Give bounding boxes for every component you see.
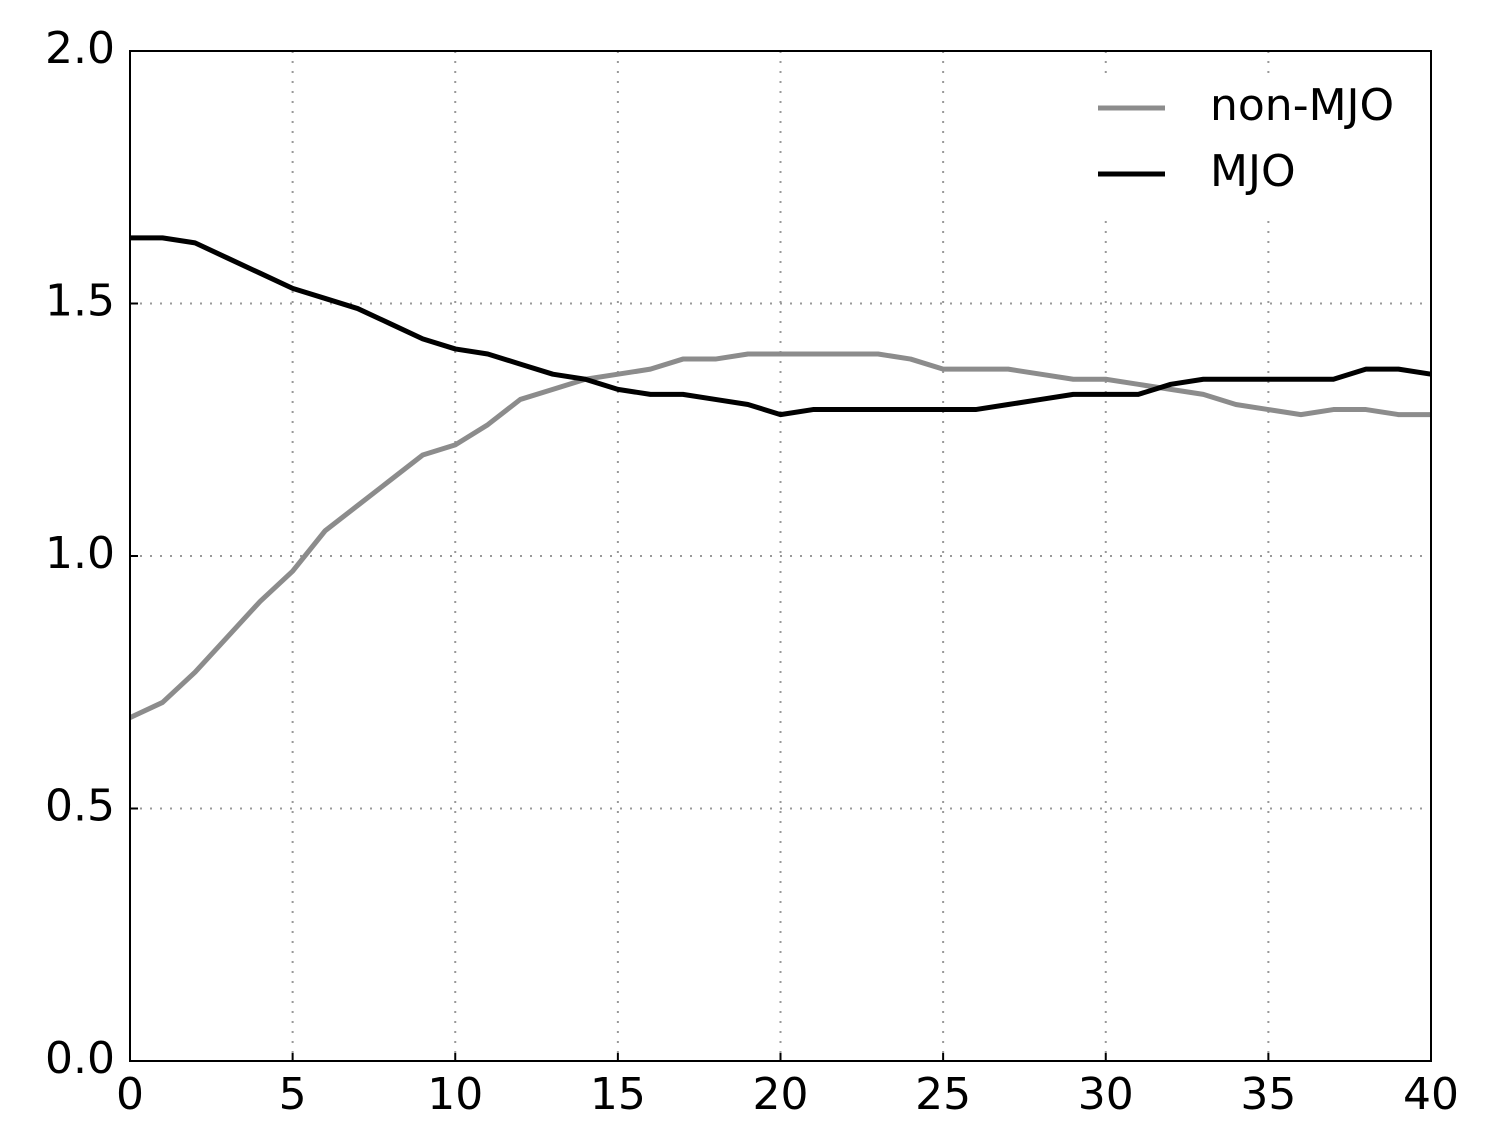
x-tick-label: 0 (116, 1069, 144, 1120)
y-tick-label: 1.0 (45, 528, 115, 579)
series-line (130, 235, 1432, 418)
legend-label: MJO (1210, 146, 1296, 197)
x-tick-label: 25 (915, 1069, 971, 1120)
x-tick-label: 10 (427, 1069, 483, 1120)
legend-box (1080, 75, 1410, 216)
y-tick-label: 2.0 (45, 23, 115, 74)
x-tick-label: 15 (590, 1069, 646, 1120)
y-tick-label: 1.5 (45, 276, 115, 327)
x-tick-label: 35 (1240, 1069, 1296, 1120)
legend-label: non-MJO (1210, 80, 1394, 131)
x-tick-label: 5 (279, 1069, 307, 1120)
x-tick-label: 40 (1403, 1069, 1459, 1120)
x-tick-label: 20 (753, 1069, 809, 1120)
plot-frame (129, 50, 1432, 1062)
x-tick-label: 30 (1078, 1069, 1134, 1120)
series-line (128, 351, 1431, 720)
y-tick-label: 0.0 (45, 1033, 115, 1084)
y-tick-label: 0.5 (45, 781, 115, 832)
